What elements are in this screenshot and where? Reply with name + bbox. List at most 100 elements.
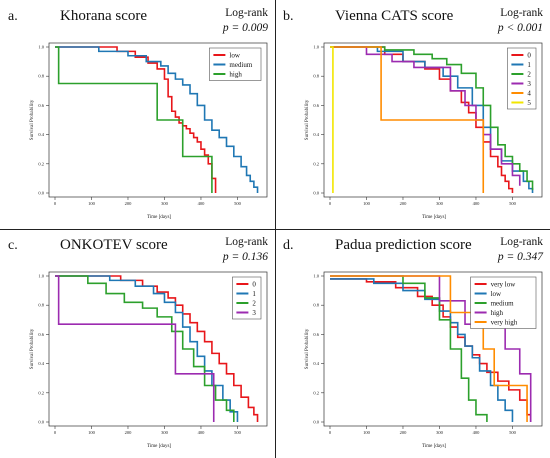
y-tick-label: 0.8: [313, 74, 319, 79]
x-tick-label: 200: [125, 430, 133, 435]
plot-frame: [323, 271, 543, 427]
legend-label: 3: [527, 80, 531, 88]
x-axis-label: Time [days]: [422, 215, 446, 220]
y-tick-label: 0.4: [38, 361, 44, 366]
series-line-very-high: [330, 275, 528, 422]
y-tick-label: 0.4: [38, 132, 44, 137]
series-line-3: [55, 275, 215, 422]
panel-a: a. Khorana score Log-rank p = 0.009 0.0 0.2 0.…: [8, 7, 268, 220]
p-value: p < 0.001: [497, 22, 543, 34]
y-tick-label: 0.2: [313, 390, 319, 395]
y-tick-label: 0.2: [38, 390, 44, 395]
log-rank-label: Log-rank: [225, 7, 268, 19]
y-tick-label: 0.6: [313, 332, 319, 337]
legend-label: 3: [252, 309, 256, 317]
y-axis-label: Survival Probability: [305, 99, 310, 140]
panel-divider-horizontal: [0, 229, 550, 230]
x-tick-label: 500: [509, 430, 517, 435]
x-tick-label: 400: [473, 201, 481, 206]
series-line-2: [55, 275, 235, 422]
chart-title: Vienna CATS score: [335, 8, 454, 24]
x-tick-label: 500: [509, 201, 517, 206]
y-tick-label: 0.0: [313, 420, 319, 425]
legend-label: 1: [252, 290, 256, 298]
x-tick-label: 100: [363, 201, 371, 206]
series-line-medium: [55, 46, 259, 193]
series-line-low: [330, 278, 514, 422]
x-tick-label: 300: [436, 201, 444, 206]
panel-label: d.: [283, 238, 294, 253]
legend-label: 5: [527, 99, 531, 107]
x-tick-label: 100: [88, 201, 96, 206]
x-tick-label: 0: [54, 430, 57, 435]
x-tick-label: 0: [54, 201, 57, 206]
x-tick-label: 200: [400, 201, 408, 206]
p-value: p = 0.347: [497, 251, 544, 263]
y-tick-label: 0.6: [38, 103, 44, 108]
x-tick-label: 100: [363, 430, 371, 435]
legend-label: very low: [491, 281, 517, 289]
y-axis-label: Survival Probability: [30, 328, 35, 369]
panel-label: c.: [8, 238, 18, 253]
legend-label: high: [491, 309, 504, 317]
y-tick-label: 0.4: [313, 361, 319, 366]
series-line-low: [55, 46, 217, 193]
series-line-1: [55, 275, 239, 422]
legend-label: 2: [527, 71, 531, 79]
series-line-medium: [330, 275, 488, 422]
y-tick-label: 0.6: [38, 332, 44, 337]
x-tick-label: 200: [125, 201, 133, 206]
x-tick-label: 0: [329, 201, 332, 206]
plot-frame: [48, 42, 268, 198]
x-tick-label: 500: [234, 430, 242, 435]
series-line-4: [330, 46, 485, 193]
y-tick-label: 1.0: [38, 45, 44, 50]
x-tick-label: 500: [234, 201, 242, 206]
legend-label: high: [229, 71, 242, 79]
chart-title: Padua prediction score: [335, 237, 472, 253]
y-tick-label: 1.0: [38, 274, 44, 279]
y-tick-label: 0.2: [38, 161, 44, 166]
panel-d: d. Padua prediction score Log-rank p = 0.34…: [283, 236, 544, 449]
log-rank-label: Log-rank: [500, 7, 543, 19]
x-tick-label: 400: [198, 201, 206, 206]
y-tick-label: 0.0: [38, 191, 44, 196]
x-tick-label: 300: [161, 201, 169, 206]
plot-frame: [48, 271, 268, 427]
x-tick-label: 200: [400, 430, 408, 435]
x-tick-label: 0: [329, 430, 332, 435]
series-line-3: [330, 46, 521, 186]
y-tick-label: 0.8: [313, 303, 319, 308]
y-tick-label: 0.4: [313, 132, 319, 137]
y-tick-label: 1.0: [313, 45, 319, 50]
x-axis-label: Time [days]: [422, 444, 446, 449]
legend-label: 4: [527, 90, 531, 98]
x-tick-label: 300: [436, 430, 444, 435]
y-tick-label: 1.0: [313, 274, 319, 279]
p-value: p = 0.136: [222, 251, 268, 263]
p-value: p = 0.009: [222, 22, 268, 34]
series-line-0: [55, 275, 259, 422]
x-tick-label: 300: [161, 430, 169, 435]
y-tick-label: 0.8: [38, 74, 44, 79]
legend-label: 1: [527, 61, 531, 69]
legend-label: medium: [229, 61, 252, 69]
log-rank-label: Log-rank: [500, 236, 543, 248]
x-tick-label: 400: [198, 430, 206, 435]
y-tick-label: 0.0: [38, 420, 44, 425]
plot-frame: [323, 42, 543, 198]
x-axis-label: Time [days]: [147, 215, 171, 220]
y-tick-label: 0.6: [313, 103, 319, 108]
series-line-5: [330, 46, 334, 193]
legend-label: 2: [252, 300, 256, 308]
y-tick-label: 0.8: [38, 303, 44, 308]
series-line-high: [55, 46, 213, 193]
panel-label: b.: [283, 9, 294, 24]
legend-label: 0: [527, 52, 531, 60]
chart-title: Khorana score: [60, 8, 147, 24]
x-tick-label: 400: [473, 430, 481, 435]
legend-label: 0: [252, 281, 256, 289]
panel-c: c. ONKOTEV score Log-rank p = 0.136 0.0 0.2 0.…: [8, 236, 268, 449]
y-tick-label: 0.0: [313, 191, 319, 196]
